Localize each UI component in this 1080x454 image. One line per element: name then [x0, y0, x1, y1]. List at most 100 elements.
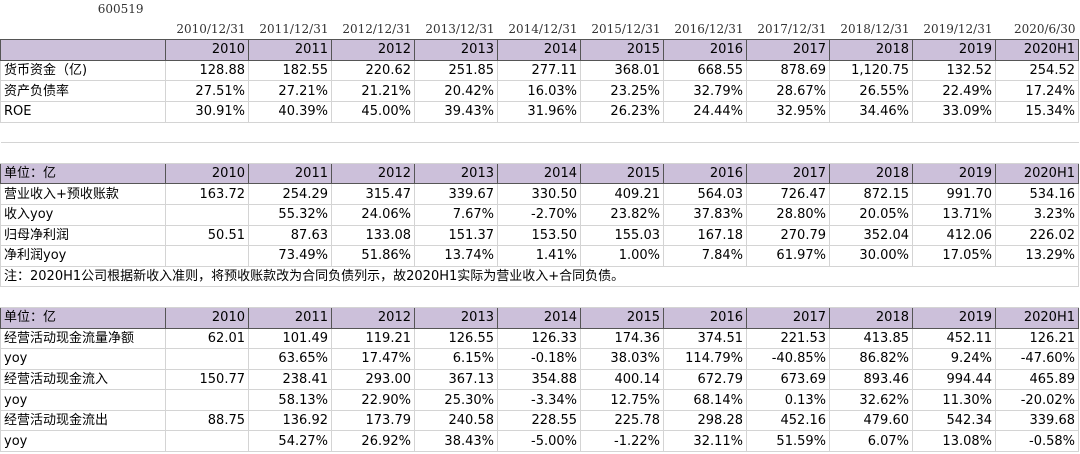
- value-cell: 32.79%: [663, 80, 747, 102]
- value-cell: 726.47: [746, 183, 830, 205]
- value-cell: -3.34%: [497, 389, 581, 411]
- empty-cell: [912, 142, 996, 164]
- value-cell: 24.06%: [331, 203, 415, 226]
- value-cell: -5.00%: [497, 430, 581, 453]
- value-cell: 27.21%: [248, 80, 332, 102]
- value-cell: 298.28: [663, 409, 747, 432]
- value-cell: 24.44%: [663, 100, 747, 123]
- value-cell: 400.14: [580, 368, 664, 391]
- header-cell: 2017: [746, 306, 830, 329]
- row-label: 归母净利润: [0, 224, 166, 247]
- date-cell: 2019/12/31: [912, 19, 996, 41]
- value-cell: 354.88: [497, 368, 581, 391]
- value-cell: 32.11%: [663, 430, 747, 453]
- value-cell: 173.79: [331, 409, 415, 432]
- empty-cell: [331, 286, 415, 308]
- header-cell: 2016: [663, 162, 747, 185]
- empty-cell: [248, 142, 332, 164]
- value-cell: 33.09%: [912, 100, 996, 123]
- value-cell: -2.70%: [497, 203, 581, 226]
- data-row: 经营活动现金流入 150.77 238.41 293.00 367.13 354.88 40…: [0, 368, 1079, 391]
- header-cell: 2010: [165, 39, 249, 61]
- empty-cell: [747, 0, 830, 20]
- code-row: 600519: [1, 0, 1079, 20]
- value-cell: 13.74%: [414, 245, 498, 267]
- empty-cell: [0, 19, 166, 41]
- empty-cell: [581, 0, 664, 20]
- value-cell: 16.03%: [497, 80, 581, 102]
- value-cell: 20.05%: [829, 203, 913, 226]
- header-cell: 2011: [248, 306, 332, 329]
- row-label: 货币资金（亿): [0, 59, 166, 82]
- value-cell: 26.55%: [829, 80, 913, 102]
- value-cell: 17.24%: [995, 80, 1079, 102]
- header-cell: 2018: [829, 39, 913, 61]
- empty-cell: [248, 121, 332, 144]
- header-cell: 2011: [248, 162, 332, 185]
- value-cell: 22.90%: [331, 389, 415, 411]
- date-cell: 2011/12/31: [248, 19, 332, 41]
- header-cell: 2014: [497, 306, 581, 329]
- value-cell: 31.96%: [497, 100, 581, 123]
- date-cell: 2012/12/31: [331, 19, 415, 41]
- empty-cell: [829, 121, 913, 144]
- row-label: 资产负债率: [0, 80, 166, 102]
- value-cell: 28.80%: [746, 203, 830, 226]
- empty-cell: [165, 142, 249, 164]
- empty-cell: [746, 286, 830, 308]
- value-cell: 872.15: [829, 183, 913, 205]
- empty-cell: [166, 0, 249, 20]
- value-cell: 63.65%: [248, 348, 332, 370]
- header-cell: 2017: [746, 162, 830, 185]
- note-row: 注：2020H1公司根据新收入准则，将预收账款改为合同负债列示，故2020H1实…: [0, 265, 1079, 288]
- value-cell: 412.06: [912, 224, 996, 247]
- value-cell: 38.03%: [580, 348, 664, 370]
- date-cell: 2014/12/31: [497, 19, 581, 41]
- date-row: 2010/12/31 2011/12/31 2012/12/31 2013/12/31…: [0, 19, 1079, 41]
- value-cell: 7.67%: [414, 203, 498, 226]
- data-row: 归母净利润 50.51 87.63 133.08 151.37 153.50 155.03 1…: [0, 224, 1079, 247]
- header-cell: 2018: [829, 306, 913, 329]
- header-cell: 2012: [331, 39, 415, 61]
- value-cell: 564.03: [663, 183, 747, 205]
- header-cell: 2013: [414, 39, 498, 61]
- empty-cell: [664, 0, 747, 20]
- header-cell: 2015: [580, 162, 664, 185]
- data-row: 营业收入+预收账款 163.72 254.29 315.47 339.67 330.50 4…: [0, 183, 1079, 205]
- value-cell: 9.24%: [912, 348, 996, 370]
- value-cell: 330.50: [497, 183, 581, 205]
- value-cell: 32.95%: [746, 100, 830, 123]
- value-cell: [165, 348, 249, 370]
- value-cell: 50.51: [165, 224, 249, 247]
- value-cell: 339.68: [995, 409, 1079, 432]
- value-cell: 339.67: [414, 183, 498, 205]
- value-cell: 254.52: [995, 59, 1079, 82]
- value-cell: 3.23%: [995, 203, 1079, 226]
- value-cell: 13.71%: [912, 203, 996, 226]
- value-cell: 23.25%: [580, 80, 664, 102]
- value-cell: 226.02: [995, 224, 1079, 247]
- blank-row: [0, 142, 1079, 164]
- value-cell: 293.00: [331, 368, 415, 391]
- value-cell: 479.60: [829, 409, 913, 432]
- date-cell: 2018/12/31: [829, 19, 913, 41]
- value-cell: 893.46: [829, 368, 913, 391]
- value-cell: 409.21: [580, 183, 664, 205]
- empty-cell: [663, 142, 747, 164]
- date-cell: 2016/12/31: [663, 19, 747, 41]
- value-cell: 1,120.75: [829, 59, 913, 82]
- empty-cell: [913, 0, 996, 20]
- value-cell: 368.01: [580, 59, 664, 82]
- empty-cell: [331, 121, 415, 144]
- value-cell: 114.79%: [663, 348, 747, 370]
- value-cell: 128.88: [165, 59, 249, 82]
- value-cell: 151.37: [414, 224, 498, 247]
- value-cell: 30.00%: [829, 245, 913, 267]
- empty-cell: [580, 142, 664, 164]
- value-cell: 62.01: [165, 327, 249, 350]
- value-cell: 254.29: [248, 183, 332, 205]
- empty-cell: [165, 286, 249, 308]
- blank-row: [0, 121, 1079, 144]
- value-cell: 37.83%: [663, 203, 747, 226]
- value-cell: 86.82%: [829, 348, 913, 370]
